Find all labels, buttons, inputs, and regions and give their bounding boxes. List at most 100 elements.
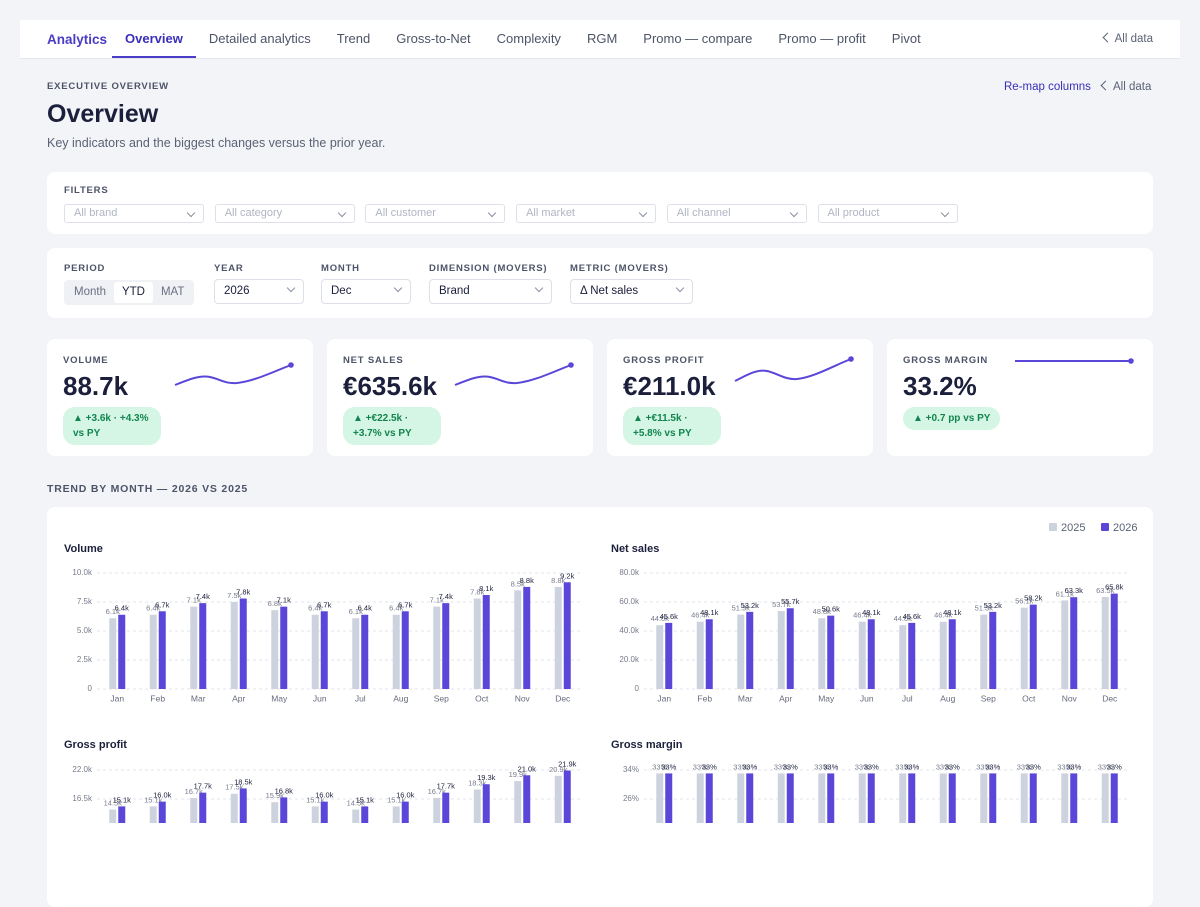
nav-tab[interactable]: Promo — compare xyxy=(643,31,753,46)
nav-tab[interactable]: Overview xyxy=(112,20,196,58)
bar xyxy=(109,809,117,823)
bar xyxy=(280,606,288,689)
nav-tab[interactable]: Detailed analytics xyxy=(208,31,311,46)
remap-link[interactable]: Re-map columns xyxy=(1004,81,1091,93)
value-label: 7.1k xyxy=(430,596,444,605)
bar xyxy=(473,598,481,689)
bar xyxy=(746,773,754,823)
x-tick-label: Dec xyxy=(555,693,571,703)
value-label: 7.4k xyxy=(439,592,453,601)
value-label: 33% xyxy=(1098,762,1113,771)
filter-dropdown[interactable]: All customer xyxy=(365,204,506,223)
y-tick-label: 2.5k xyxy=(77,655,93,664)
value-label: 19.9k xyxy=(509,770,528,779)
value-label: 33% xyxy=(1017,762,1032,771)
sparkline xyxy=(454,362,574,386)
value-label: 18.5k xyxy=(234,777,253,786)
x-tick-label: Sep xyxy=(981,693,996,703)
nav-tab[interactable]: Pivot xyxy=(891,31,921,46)
bar xyxy=(939,621,947,689)
bar xyxy=(433,797,441,823)
nav-tab[interactable]: Gross-to-Net xyxy=(396,31,471,46)
kpi-card: NET SALES €635.6k ▲ +€22.5k · +3.7% vs PY xyxy=(327,339,593,456)
value-label: 16.7k xyxy=(185,787,204,796)
value-label: 6.4k xyxy=(115,604,129,613)
bar xyxy=(1020,773,1028,823)
bar xyxy=(1020,607,1028,689)
period-option[interactable]: YTD xyxy=(113,282,153,303)
period-option[interactable]: MAT xyxy=(160,286,185,298)
bar xyxy=(190,606,198,689)
select[interactable]: 2026 xyxy=(214,279,304,304)
bar xyxy=(858,621,866,689)
filter-dropdown[interactable]: All channel xyxy=(666,204,807,223)
control-label: METRIC (MOVERS) xyxy=(570,263,669,274)
brand[interactable]: Analytics xyxy=(47,31,108,47)
value-label: 33% xyxy=(1026,762,1041,771)
chart-title: Gross margin xyxy=(611,739,683,751)
select[interactable]: Brand xyxy=(429,279,552,304)
value-label: 6.1k xyxy=(106,607,120,616)
select[interactable]: Δ Net sales xyxy=(570,279,693,304)
x-tick-label: Jan xyxy=(657,693,671,703)
value-label: 8.5k xyxy=(511,579,525,588)
x-tick-label: Mar xyxy=(738,693,753,703)
bar xyxy=(705,619,713,689)
value-label: 58.2k xyxy=(1024,594,1043,603)
y-tick-label: 10.0k xyxy=(72,568,93,577)
bar xyxy=(230,793,238,823)
section-title: TREND BY MONTH — 2026 VS 2025 xyxy=(47,483,248,495)
x-tick-label: Jul xyxy=(355,693,366,703)
value-label: 6.8k xyxy=(268,599,282,608)
all-data-link[interactable]: All data xyxy=(1102,81,1151,93)
bar xyxy=(705,773,713,823)
nav-tab[interactable]: RGM xyxy=(586,31,618,46)
kpi-card: VOLUME 88.7k ▲ +3.6k · +4.3% vs PY xyxy=(47,339,313,456)
value-label: 33% xyxy=(945,762,960,771)
bar xyxy=(149,806,157,823)
bar xyxy=(401,611,409,689)
bar xyxy=(158,611,166,689)
filter-dropdown[interactable]: All brand xyxy=(64,204,204,223)
kpi-change: ▲ +0.7 pp vs PY xyxy=(903,407,1001,430)
nav-tab[interactable]: Trend xyxy=(336,31,371,46)
bar xyxy=(818,618,826,689)
value-label: 46.4k xyxy=(691,611,710,620)
bar xyxy=(514,590,522,689)
x-tick-label: Oct xyxy=(1022,693,1036,703)
value-label: 7.1k xyxy=(187,596,201,605)
filter-dropdown[interactable]: All product xyxy=(817,204,958,223)
value-label: 8.8k xyxy=(551,576,565,585)
value-label: 51.3k xyxy=(975,604,994,613)
sparkline-dot xyxy=(288,362,294,368)
value-label: 20.9k xyxy=(549,765,568,774)
value-label: 33% xyxy=(855,762,870,771)
bar xyxy=(665,622,673,689)
bar xyxy=(149,614,157,689)
nav-tab[interactable]: Promo — profit xyxy=(778,31,866,46)
bar xyxy=(908,622,916,689)
x-tick-label: Feb xyxy=(150,693,165,703)
sparkline-path xyxy=(174,364,292,386)
bar xyxy=(433,606,441,689)
nav-tab[interactable]: Complexity xyxy=(496,31,561,46)
bar xyxy=(523,586,531,689)
y-tick-label: 5.0k xyxy=(77,626,93,635)
value-label: 33% xyxy=(693,762,708,771)
bar xyxy=(737,614,745,689)
filter-dropdown[interactable]: All market xyxy=(516,204,657,223)
bar xyxy=(482,784,490,823)
x-tick-label: Mar xyxy=(191,693,206,703)
bar xyxy=(980,614,988,689)
select[interactable]: Dec xyxy=(321,279,411,304)
bar xyxy=(1101,773,1109,823)
period-option[interactable]: Month xyxy=(74,286,106,298)
bar xyxy=(858,773,866,823)
y-tick-label: 40.0k xyxy=(619,626,640,635)
x-tick-label: May xyxy=(271,693,288,703)
value-label: 33% xyxy=(985,762,1000,771)
filter-dropdown[interactable]: All category xyxy=(214,204,355,223)
all-data-link[interactable]: All data xyxy=(1104,33,1153,45)
bar xyxy=(280,797,288,823)
value-label: 33% xyxy=(976,762,991,771)
